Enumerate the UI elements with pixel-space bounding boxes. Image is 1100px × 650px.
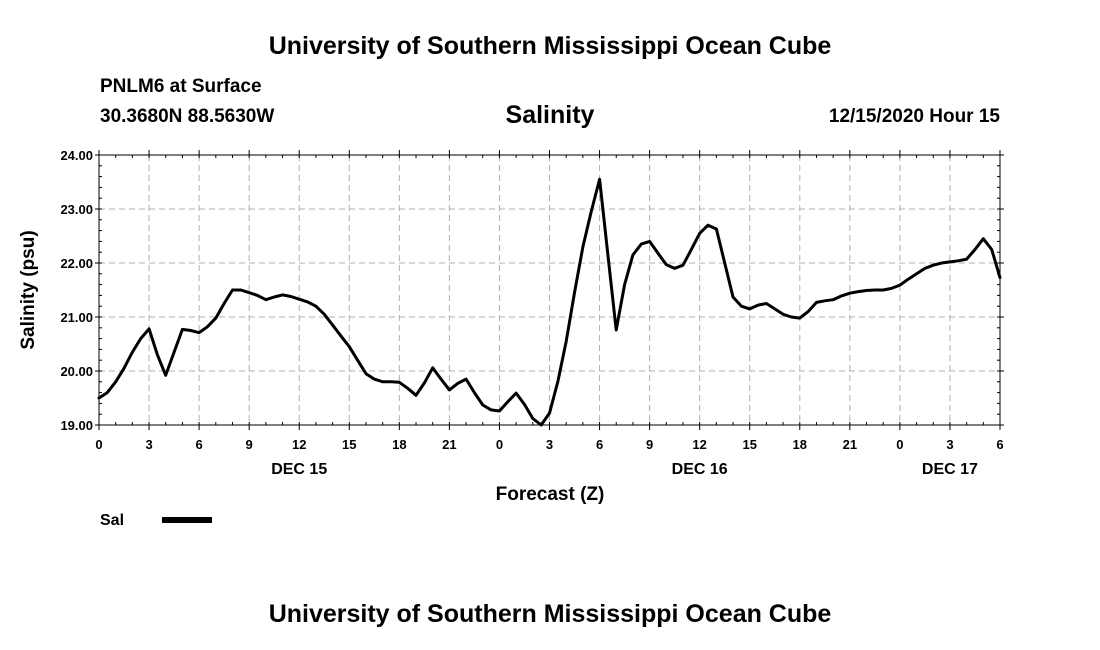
axis-ticks [95,150,1004,430]
day-label: DEC 17 [922,461,978,478]
x-tick-label: 6 [195,437,202,452]
forecast-timestamp: 12/15/2020 Hour 15 [828,106,1000,127]
x-tick-label: 9 [646,437,653,452]
x-tick-label: 21 [843,437,857,452]
x-tick-label: 0 [95,437,102,452]
x-tick-label: 18 [392,437,406,452]
x-tick-label: 3 [145,437,152,452]
x-tick-label: 3 [546,437,553,452]
tick-labels: 19.00 20.00 21.00 22.00 23.00 24.00 0 3 6 9 12 15 18… [60,148,1003,478]
x-axis-label: Forecast (Z) [496,484,605,505]
top-title: University of Southern Mississippi Ocean… [268,32,832,60]
bottom-title: University of Southern Mississippi Ocean… [268,600,832,628]
x-tick-label: 12 [292,437,306,452]
salinity-series-line [97,177,1002,427]
day-label: DEC 15 [271,461,327,478]
legend: Sal [100,512,212,529]
x-tick-label: 21 [442,437,456,452]
y-tick-label: 23.00 [60,202,93,217]
x-tick-label: 6 [596,437,603,452]
chart-title: Salinity [505,101,595,129]
x-tick-label: 15 [742,437,756,452]
x-tick-label: 9 [246,437,253,452]
x-tick-label: 3 [946,437,953,452]
y-tick-label: 21.00 [60,310,93,325]
x-tick-label: 12 [692,437,706,452]
legend-label: Sal [100,512,124,529]
x-tick-label: 6 [996,437,1003,452]
y-tick-label: 24.00 [60,148,93,163]
x-tick-label: 15 [342,437,356,452]
grid-lines [99,155,1000,425]
x-tick-label: 18 [793,437,807,452]
station-coordinates: 30.3680N 88.5630W [100,106,275,127]
station-name: PNLM6 at Surface [100,76,262,97]
x-tick-label: 0 [496,437,503,452]
y-tick-label: 20.00 [60,364,93,379]
day-label: DEC 16 [672,461,728,478]
y-tick-label: 19.00 [60,418,93,433]
y-tick-label: 22.00 [60,256,93,271]
y-axis-label: Salinity (psu) [18,230,39,349]
x-tick-label: 0 [896,437,903,452]
